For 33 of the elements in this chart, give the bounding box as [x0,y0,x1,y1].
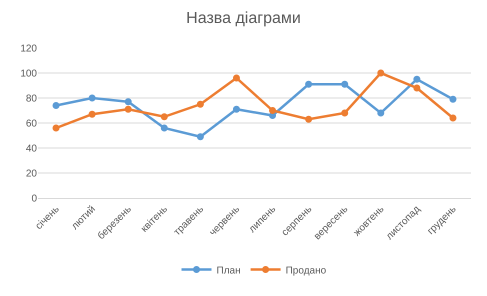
y-tick-label: 120 [20,44,38,54]
point [449,114,456,122]
point [160,113,168,120]
point [341,80,348,88]
point [196,133,204,140]
point [196,100,204,108]
point [305,116,312,123]
legend-label: Продано [286,265,327,276]
point [377,70,384,76]
point [377,110,384,116]
point [413,76,420,83]
y-tick-label: 100 [20,68,38,80]
point [52,124,60,132]
y-tick-label: 60 [26,118,38,130]
y-tick-label: 80 [26,94,38,104]
point [124,98,132,106]
point [341,110,348,116]
point [52,102,60,109]
legend-label: План [216,265,241,276]
point [269,107,276,114]
point [160,124,168,132]
point [88,110,96,118]
point [232,74,240,82]
point [232,106,240,113]
y-tick-label: 0 [31,194,38,204]
point [413,84,420,92]
y-tick-label: 20 [26,168,38,180]
point [305,80,312,88]
point [88,94,96,102]
point [124,106,132,113]
point [449,96,456,103]
chart-title: Назва діаграми [186,10,301,28]
y-tick-label: 40 [26,144,38,154]
